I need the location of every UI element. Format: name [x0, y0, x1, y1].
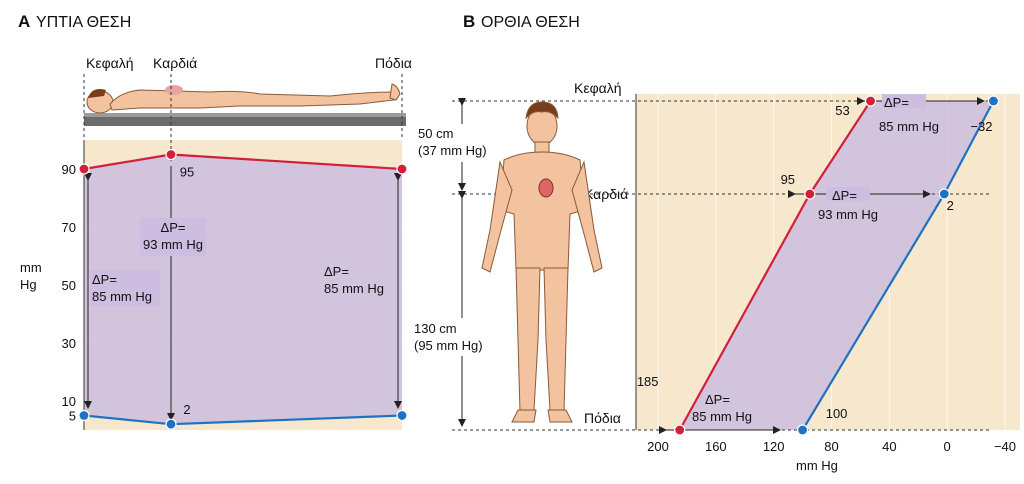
dp-left-a-1: ΔP= [92, 272, 117, 287]
panel-b-title: ΟΡΘΙΑ ΘΕΣΗ [481, 14, 580, 31]
venous-value-label-b: 100 [826, 406, 848, 421]
dp-left-a-2: 85 mm Hg [92, 289, 152, 304]
arterial-point-a [78, 163, 90, 175]
panel-b-letter: B [463, 12, 475, 31]
dist-upper-1: 50 cm [418, 126, 453, 141]
venous-value-label-b: 2 [947, 198, 954, 213]
y-unit-a-1: mm [20, 260, 42, 275]
dp-center-a-2: 93 mm Hg [143, 237, 203, 252]
dp-left-bg [90, 270, 160, 306]
arterial-value-label-b: 185 [637, 374, 659, 389]
series-b: 53 95 185 −32 2 100 [637, 95, 1000, 436]
x-tick-label-b: 80 [824, 439, 838, 454]
x-tick-label-b: 40 [882, 439, 896, 454]
x-unit-b: mm Hg [796, 458, 838, 473]
panel-b: B ΟΡΘΙΑ ΘΕΣΗ Κεφαλή Καρδιά Πόδια 50 cm (… [410, 12, 1020, 473]
label-feet-a: Πόδια [375, 55, 412, 71]
x-tick-label-b: −40 [994, 439, 1016, 454]
x-ticks-b: 200 160 120 80 40 0 −40 [647, 439, 1016, 454]
arterial-value-label-b: 95 [781, 172, 795, 187]
dp-center-bg [140, 218, 206, 256]
dp-right-a-1: ΔP= [324, 264, 349, 279]
x-tick-label-b: 120 [763, 439, 785, 454]
panel-a: A ΥΠΤΙΑ ΘΕΣΗ Κεφαλή Καρδιά Πόδια 510 30 50… [18, 12, 412, 430]
x-tick-label-b: 160 [705, 439, 727, 454]
label-feet-b: Πόδια [584, 410, 621, 426]
standing-body-illustration [481, 101, 603, 423]
y-tick-label-a: 30 [62, 336, 76, 351]
dp-center-a-1: ΔP= [161, 220, 186, 235]
panel-a-letter: A [18, 12, 30, 31]
venous-point-a [396, 409, 408, 422]
venous-point-b [796, 424, 809, 436]
arterial-point-b [864, 95, 877, 107]
dp-top-b-2: 85 mm Hg [879, 119, 939, 134]
dp-mid-b-2: 93 mm Hg [818, 207, 878, 222]
panel-a-title: ΥΠΤΙΑ ΘΕΣΗ [36, 14, 131, 31]
x-tick-label-b: 0 [944, 439, 951, 454]
arterial-point-a [396, 163, 408, 175]
arterial-point-a [165, 148, 177, 161]
dp-bot-b-1: ΔP= [705, 392, 730, 407]
dp-top-b-1: ΔP= [884, 95, 909, 110]
dist-lower-2: (95 mm Hg) [414, 338, 483, 353]
dp-right-a-2: 85 mm Hg [324, 281, 384, 296]
venous-point-a [165, 418, 177, 430]
dist-lower-1: 130 cm [414, 321, 457, 336]
label-heart-a: Καρδιά [153, 55, 197, 71]
label-heart-b: Καρδιά [584, 186, 628, 202]
dp-mid-b-1: ΔP= [832, 188, 857, 203]
label-head-b: Κεφαλή [574, 80, 622, 96]
arterial-point-b [674, 424, 686, 436]
venous-point-a [78, 409, 90, 422]
venous-point-b [987, 95, 1000, 107]
dist-upper-2: (37 mm Hg) [418, 143, 487, 158]
arterial-value-label-b: 53 [835, 103, 849, 118]
label-head-a: Κεφαλή [86, 55, 134, 71]
series-a: 95 2 [78, 148, 408, 430]
venous-value-label-a: 2 [183, 402, 190, 417]
venous-value-label-b: −32 [970, 119, 992, 134]
y-tick-label-a: 50 [62, 278, 76, 293]
venous-point-b [938, 188, 950, 200]
y-unit-a-2: Hg [20, 277, 37, 292]
y-ticks-a: 510 30 50 70 90 [62, 162, 76, 424]
supine-body-illustration [84, 83, 406, 126]
y-tick-label-a: 10 [62, 394, 76, 409]
pressure-band-b [679, 101, 994, 430]
y-tick-label-a: 5 [69, 409, 76, 424]
x-tick-label-b: 200 [647, 439, 669, 454]
y-tick-label-a: 70 [62, 220, 76, 235]
arterial-value-label-a: 95 [180, 165, 194, 180]
dp-bot-b-2: 85 mm Hg [692, 409, 752, 424]
arterial-point-b [804, 188, 816, 200]
y-tick-label-a: 90 [62, 162, 76, 177]
